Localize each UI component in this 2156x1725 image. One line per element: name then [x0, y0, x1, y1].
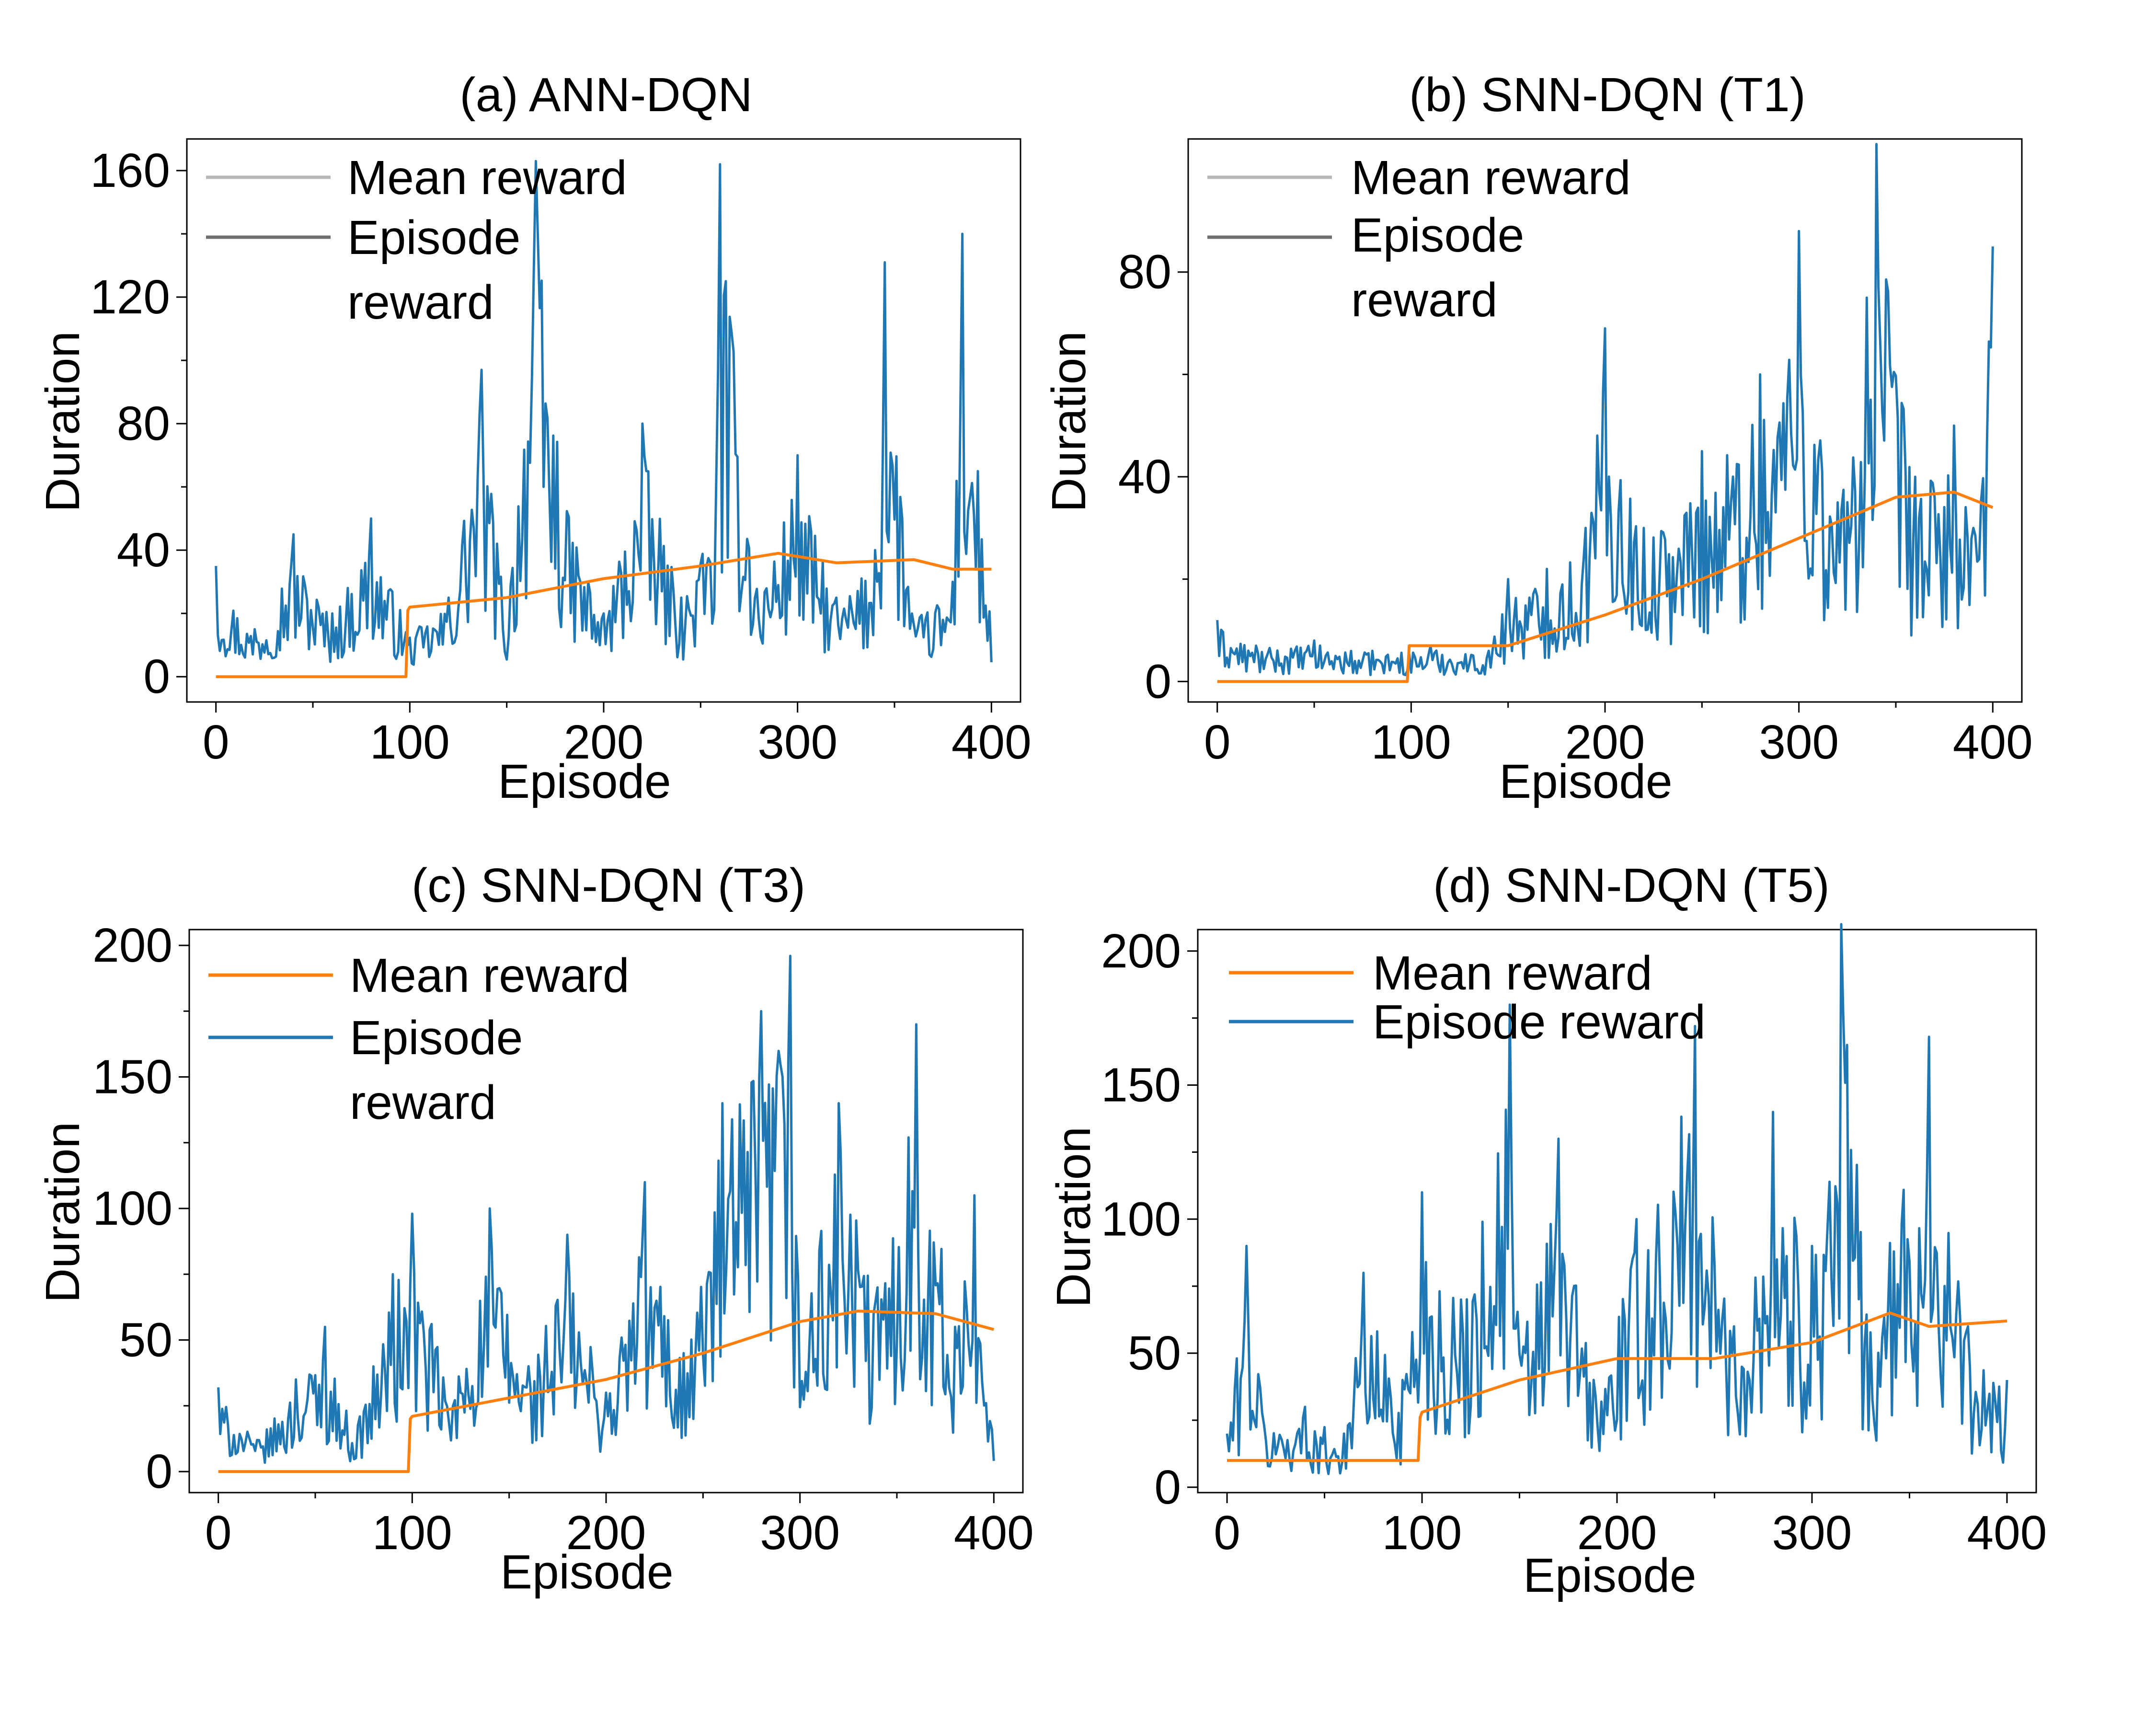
panel-a-xtick-label-100: 100: [370, 715, 450, 769]
panel-b-legend: Mean reward Episode reward: [1207, 151, 1631, 327]
panel-d-xtick-label-300: 300: [1772, 1506, 1852, 1560]
panel-a-ytick-label-0: 0: [143, 650, 170, 703]
panel-a-xtick-label-300: 300: [757, 715, 837, 769]
panel-c-xtick-label-100: 100: [372, 1506, 452, 1560]
panel-d-ytick-label-0: 0: [1154, 1460, 1181, 1514]
panel-c-ytick-label-150: 150: [92, 1050, 172, 1104]
panel-d-ytick-label-150: 150: [1101, 1058, 1181, 1112]
panel-d-xtick-label-0: 0: [1214, 1506, 1240, 1560]
panel-c-ytick-label-50: 50: [119, 1313, 172, 1367]
panel-c-legend-mean-label: Mean reward: [350, 949, 630, 1002]
panel-b-xtick-label-400: 400: [1953, 715, 2033, 769]
panel-d-legend-mean-label: Mean reward: [1373, 946, 1652, 1000]
panel-b-mean-reward-line: [1217, 491, 1994, 683]
panel-a-xtick-label-200: 200: [564, 715, 644, 769]
panel-d-legend: Mean reward Episode reward: [1229, 946, 1706, 1049]
panel-a-legend-mean-label: Mean reward: [347, 151, 627, 205]
panel-a-ytick-label-40: 40: [117, 523, 170, 577]
panel-b-title: (b) SNN-DQN (T1): [1409, 68, 1806, 122]
panel-b-legend-episode-label-cont: reward: [1351, 273, 1498, 327]
panel-a-ytick-label-80: 80: [117, 397, 170, 450]
panel-a-ytick-label-160: 160: [90, 144, 170, 197]
panel-a-ann-dqn: (a) ANN-DQN 0 100 200 300 400 0 40 80 120 160 Mea…: [36, 68, 1032, 808]
panel-a-legend: Mean reward Episode reward: [206, 151, 627, 329]
panel-b-xtick-label-0: 0: [1204, 715, 1231, 769]
panel-a-ticks: 0 100 200 300 400 0 40 80 120 160: [90, 144, 1032, 769]
panel-b-legend-episode-label: Episode: [1351, 208, 1524, 262]
panel-c-legend: Mean reward Episode reward: [208, 949, 630, 1129]
panel-c-ytick-label-100: 100: [92, 1182, 172, 1235]
panel-c-mean-reward-line: [218, 1310, 995, 1473]
panel-d-title: (d) SNN-DQN (T5): [1433, 859, 1830, 912]
panel-c-episode-reward-line: [217, 954, 995, 1464]
panel-c-xtick-label-0: 0: [205, 1506, 232, 1560]
panel-d-snn-dqn-t5: (d) SNN-DQN (T5) 0 100 200 300 400 0 50 100 150 2…: [1047, 859, 2047, 1602]
panel-d-series: [1226, 923, 2008, 1475]
panel-d-ytick-label-50: 50: [1128, 1326, 1181, 1380]
panel-a-series: [215, 160, 993, 678]
panel-c-xtick-label-200: 200: [566, 1506, 646, 1560]
panel-d-xtick-label-200: 200: [1577, 1506, 1657, 1560]
panel-d-mean-reward-line: [1227, 1311, 2007, 1462]
panel-b-ytick-label-0: 0: [1145, 655, 1171, 708]
panel-d-ytick-label-100: 100: [1101, 1192, 1181, 1246]
panel-d-xlabel: Episode: [1523, 1549, 1696, 1602]
panel-b-xtick-label-200: 200: [1565, 715, 1645, 769]
panel-b-series: [1216, 143, 1994, 683]
panel-a-ylabel: Duration: [36, 331, 90, 512]
panel-c-ylabel: Duration: [36, 1122, 90, 1303]
panel-a-title: (a) ANN-DQN: [459, 68, 752, 122]
panel-d-ylabel: Duration: [1047, 1127, 1101, 1308]
panel-a-xtick-label-400: 400: [952, 715, 1032, 769]
panel-b-legend-mean-label: Mean reward: [1351, 151, 1631, 205]
panel-b-xlabel: Episode: [1499, 755, 1672, 808]
panel-d-ticks: 0 100 200 300 400 0 50 100 150 200: [1101, 924, 2047, 1560]
panel-d-legend-episode-label: Episode reward: [1373, 995, 1706, 1049]
panel-b-ylabel: Duration: [1042, 331, 1096, 512]
panel-d-ytick-label-200: 200: [1101, 924, 1181, 978]
panel-c-legend-episode-label: Episode: [350, 1011, 523, 1065]
panel-b-xtick-label-100: 100: [1371, 715, 1451, 769]
panel-c-xtick-label-400: 400: [954, 1506, 1034, 1560]
panel-b-snn-dqn-t1: (b) SNN-DQN (T1) 0 100 200 300 400 0 40 80 Mean…: [1042, 68, 2033, 808]
panel-c-xlabel: Episode: [500, 1545, 673, 1599]
panel-c-ticks: 0 100 200 300 400 0 50 100 150 200: [92, 919, 1034, 1560]
panel-a-ytick-label-120: 120: [90, 270, 170, 324]
panel-a-xtick-label-0: 0: [203, 715, 229, 769]
panel-b-ticks: 0 100 200 300 400 0 40 80: [1118, 245, 2033, 769]
panel-b-ytick-label-80: 80: [1118, 245, 1171, 299]
panel-a-legend-episode-label-cont: reward: [347, 276, 494, 329]
panel-a-legend-episode-label: Episode: [347, 211, 520, 264]
panel-c-series: [217, 954, 995, 1473]
panel-c-snn-dqn-t3: (c) SNN-DQN (T3) 0 100 200 300 400 0 50 100 150 2…: [36, 859, 1034, 1599]
panel-b-episode-reward-line: [1216, 143, 1994, 677]
panel-a-episode-reward-line: [215, 160, 993, 666]
panel-b-ytick-label-40: 40: [1118, 450, 1171, 504]
panel-d-xtick-label-400: 400: [1967, 1506, 2047, 1560]
panel-a-mean-reward-line: [216, 552, 992, 678]
panel-c-xtick-label-300: 300: [760, 1506, 840, 1560]
panel-b-xtick-label-300: 300: [1759, 715, 1839, 769]
panel-c-ytick-label-200: 200: [92, 919, 172, 972]
panel-d-episode-reward-line: [1226, 923, 2008, 1475]
panel-d-xtick-label-100: 100: [1382, 1506, 1462, 1560]
panel-a-xlabel: Episode: [498, 755, 671, 808]
panel-c-legend-episode-label-cont: reward: [350, 1076, 496, 1129]
panel-c-title: (c) SNN-DQN (T3): [412, 859, 805, 912]
panel-c-ytick-label-0: 0: [146, 1445, 172, 1498]
